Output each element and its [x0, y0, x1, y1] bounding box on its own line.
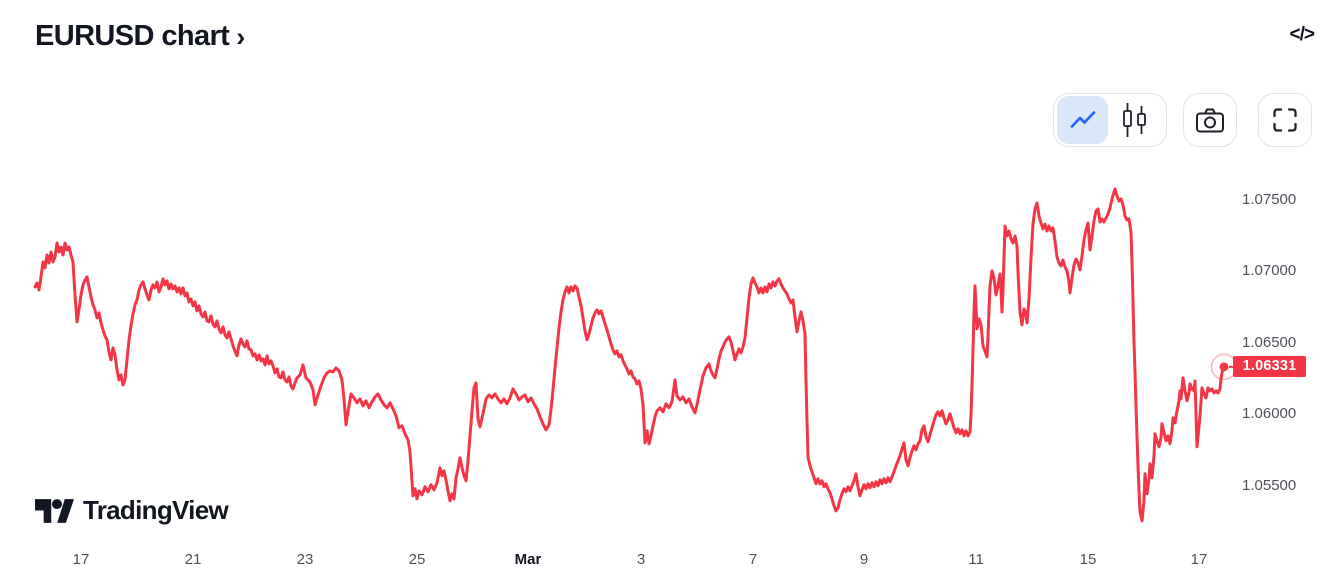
x-axis-label: 23 [296, 551, 314, 568]
tradingview-logo-icon [35, 498, 74, 523]
price-line [33, 187, 1226, 523]
last-price-label: 1.06331 [1233, 356, 1306, 378]
y-axis-label: 1.06500 [1242, 333, 1297, 351]
last-price-dot [1219, 362, 1229, 372]
y-axis-label: 1.07500 [1242, 191, 1297, 208]
x-axis-label: 11 [968, 551, 984, 568]
x-axis-label: 21 [184, 551, 202, 568]
x-axis-label: 15 [1079, 551, 1097, 568]
chevron-right-icon: › [236, 22, 246, 52]
y-axis-label: 1.06000 [1242, 405, 1297, 423]
camera-icon [1196, 108, 1224, 133]
symbol-title-link[interactable]: EURUSD chart › [35, 20, 245, 53]
x-axis-label: Mar [514, 551, 542, 568]
tradingview-logo[interactable]: TradingView [35, 495, 229, 526]
snapshot-button[interactable] [1183, 93, 1237, 147]
fullscreen-button[interactable] [1258, 93, 1312, 147]
x-axis-label: 17 [1190, 551, 1208, 568]
embed-code-icon[interactable]: </> [1289, 24, 1316, 45]
y-axis-label: 1.05500 [1242, 476, 1297, 494]
line-style-button[interactable] [1057, 96, 1108, 144]
page-title: EURUSD chart [35, 20, 230, 52]
x-axis-label: 17 [72, 551, 90, 568]
y-axis-label: 1.07000 [1242, 262, 1297, 280]
x-axis-label: 9 [859, 551, 869, 568]
candle-style-button[interactable] [1108, 96, 1159, 144]
x-axis-label: 3 [636, 551, 646, 568]
x-axis-label: 7 [748, 551, 758, 568]
line-chart-icon [1070, 111, 1095, 128]
fullscreen-icon [1273, 108, 1297, 132]
x-axis-label: 25 [408, 551, 426, 568]
tradingview-logo-text: TradingView [83, 495, 229, 525]
chart-style-toggle-group [1053, 93, 1167, 147]
candlestick-icon [1122, 103, 1146, 137]
